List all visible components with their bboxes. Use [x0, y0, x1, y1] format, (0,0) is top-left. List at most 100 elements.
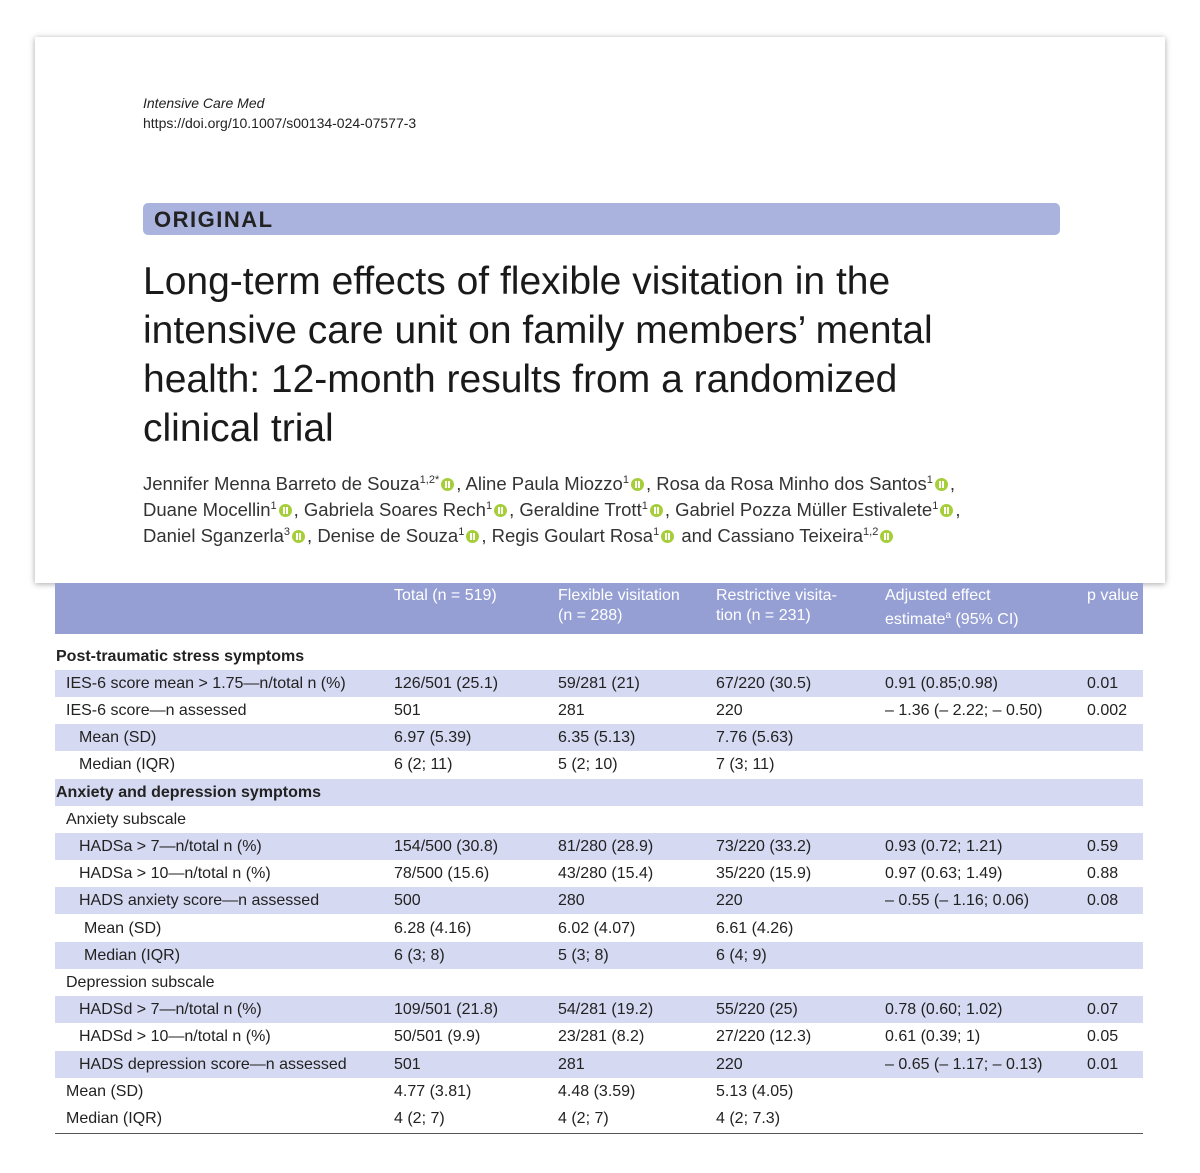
- author-affiliation: 1: [932, 500, 939, 512]
- author-name: Aline Paula Miozzo: [465, 473, 623, 494]
- author-affiliation: 1: [622, 474, 629, 486]
- column-header: Adjusted effect estimatea (95% CI): [885, 586, 1019, 630]
- author-line: Duane Mocellin1, Gabriela Soares Rech1, …: [143, 499, 960, 521]
- orcid-icon: [630, 478, 644, 491]
- author-name: Geraldine Trott: [519, 499, 642, 520]
- table-bottom-rule: [55, 1132, 1143, 1134]
- row-label: HADSa > 7—n/total n (%): [79, 837, 262, 855]
- table-cell: 0.93 (0.72; 1.21): [885, 837, 1003, 855]
- author-separator: ,: [456, 473, 462, 494]
- table-cell: 81/280 (28.9): [558, 837, 654, 855]
- row-label: HADSa > 10—n/total n (%): [79, 865, 271, 883]
- row-shade: [55, 832, 1143, 860]
- orcid-icon: [940, 504, 954, 517]
- column-header: Restrictive visita-tion (n = 231): [716, 586, 837, 626]
- author-name: and Cassiano Teixeira: [681, 525, 864, 546]
- row-label: IES-6 score mean > 1.75—n/total n (%): [66, 674, 346, 692]
- title-line: intensive care unit on family members’ m…: [143, 309, 933, 352]
- row-shade: [55, 996, 1143, 1024]
- header-line: Adjusted effect: [885, 587, 991, 604]
- table-header: [55, 583, 1143, 634]
- table-cell: 281: [558, 1055, 585, 1073]
- row-shade: [55, 941, 1143, 969]
- row-label: Mean (SD): [66, 1082, 144, 1100]
- table-cell: 4.77 (3.81): [394, 1082, 472, 1100]
- table-cell: 5 (3; 8): [558, 946, 609, 964]
- table-cell: 220: [716, 1055, 743, 1073]
- journal: Intensive Care Med: [143, 95, 265, 111]
- table-cell: 280: [558, 892, 585, 910]
- author-separator: ,: [509, 499, 515, 520]
- table-cell: 73/220 (33.2): [716, 837, 812, 855]
- orcid-icon: [466, 530, 480, 543]
- author-name: Rosa da Rosa Minho dos Santos: [656, 473, 927, 494]
- table-cell: 6 (2; 11): [394, 756, 453, 774]
- orcid-icon: [934, 478, 948, 491]
- table-cell: 4 (2; 7): [394, 1109, 445, 1127]
- table-cell: 109/501 (21.8): [394, 1001, 499, 1019]
- orcid-icon: [494, 504, 508, 517]
- row-label: IES-6 score—n assessed: [66, 701, 247, 719]
- table-cell: 0.01: [1087, 674, 1119, 692]
- column-header: p value: [1087, 586, 1139, 606]
- row-label: HADS anxiety score—n assessed: [79, 892, 320, 910]
- table-cell: 27/220 (12.3): [716, 1028, 812, 1046]
- table-cell: 5.13 (4.05): [716, 1082, 794, 1100]
- title-line: clinical trial: [143, 407, 334, 450]
- row-label: HADSd > 7—n/total n (%): [79, 1001, 262, 1019]
- table-cell: – 1.36 (– 2.22; – 0.50): [885, 701, 1043, 719]
- article-card: [35, 37, 1165, 583]
- author-name: Daniel Sganzerla: [143, 525, 284, 546]
- author-affiliation: 1: [270, 500, 277, 512]
- header-line: tion (n = 231): [716, 607, 811, 624]
- table-cell: 78/500 (15.6): [394, 865, 490, 883]
- table-cell: 6.02 (4.07): [558, 919, 636, 937]
- header-text: (95% CI): [951, 611, 1019, 628]
- table-cell: 0.002: [1087, 701, 1128, 719]
- table-cell: 154/500 (30.8): [394, 837, 499, 855]
- table-cell: 6 (4; 9): [716, 946, 767, 964]
- author-line: Daniel Sganzerla3, Denise de Souza1, Reg…: [143, 525, 895, 547]
- table-cell: 0.97 (0.63; 1.49): [885, 865, 1003, 883]
- table-cell: 0.61 (0.39; 1): [885, 1028, 981, 1046]
- row-label: HADS depression score—n assessed: [79, 1055, 347, 1073]
- header-line: Restrictive visita-: [716, 587, 837, 604]
- table-cell: 281: [558, 701, 585, 719]
- author-line: Jennifer Menna Barreto de Souza1,2*, Ali…: [143, 473, 955, 495]
- column-header: Flexible visitation (n = 288): [558, 586, 680, 626]
- table-cell: 4 (2; 7.3): [716, 1109, 781, 1127]
- row-shade: [55, 778, 1143, 806]
- column-header: Total (n = 519): [394, 586, 497, 606]
- author-separator: ,: [481, 525, 487, 546]
- section-bar: [143, 203, 1060, 235]
- table-cell: 220: [716, 701, 743, 719]
- table-cell: 0.07: [1087, 1001, 1119, 1019]
- header-line: estimatea (95% CI): [885, 606, 1019, 630]
- table-cell: 501: [394, 701, 421, 719]
- header-footnote: a: [945, 610, 952, 621]
- author-separator: ,: [293, 499, 299, 520]
- author-name: Jennifer Menna Barreto de Souza: [143, 473, 420, 494]
- row-label: HADSd > 10—n/total n (%): [79, 1028, 271, 1046]
- table-cell: 55/220 (25): [716, 1001, 798, 1019]
- author-affiliation: 1: [641, 500, 648, 512]
- table-cell: 54/281 (19.2): [558, 1001, 654, 1019]
- header-line: (n = 288): [558, 607, 623, 624]
- table-cell: 501: [394, 1055, 421, 1073]
- table-cell: 5 (2; 10): [558, 756, 618, 774]
- author-affiliation: 1,2*: [419, 474, 440, 486]
- table-cell: 59/281 (21): [558, 674, 640, 692]
- author-name: Gabriela Soares Rech: [303, 499, 486, 520]
- table-cell: 6.35 (5.13): [558, 729, 636, 747]
- section-label: Post-traumatic stress symptoms: [56, 647, 305, 665]
- table-cell: 126/501 (25.1): [394, 674, 499, 692]
- row-label: Mean (SD): [84, 919, 162, 937]
- section-label: Anxiety and depression symptoms: [56, 783, 321, 801]
- table-cell: 4 (2; 7): [558, 1109, 609, 1127]
- table-cell: 500: [394, 892, 421, 910]
- table-cell: 6.28 (4.16): [394, 919, 472, 937]
- table-cell: 0.59: [1087, 837, 1119, 855]
- author-name: Gabriel Pozza Müller Estivalete: [675, 499, 933, 520]
- orcid-icon: [292, 530, 306, 543]
- table-cell: 67/220 (30.5): [716, 674, 812, 692]
